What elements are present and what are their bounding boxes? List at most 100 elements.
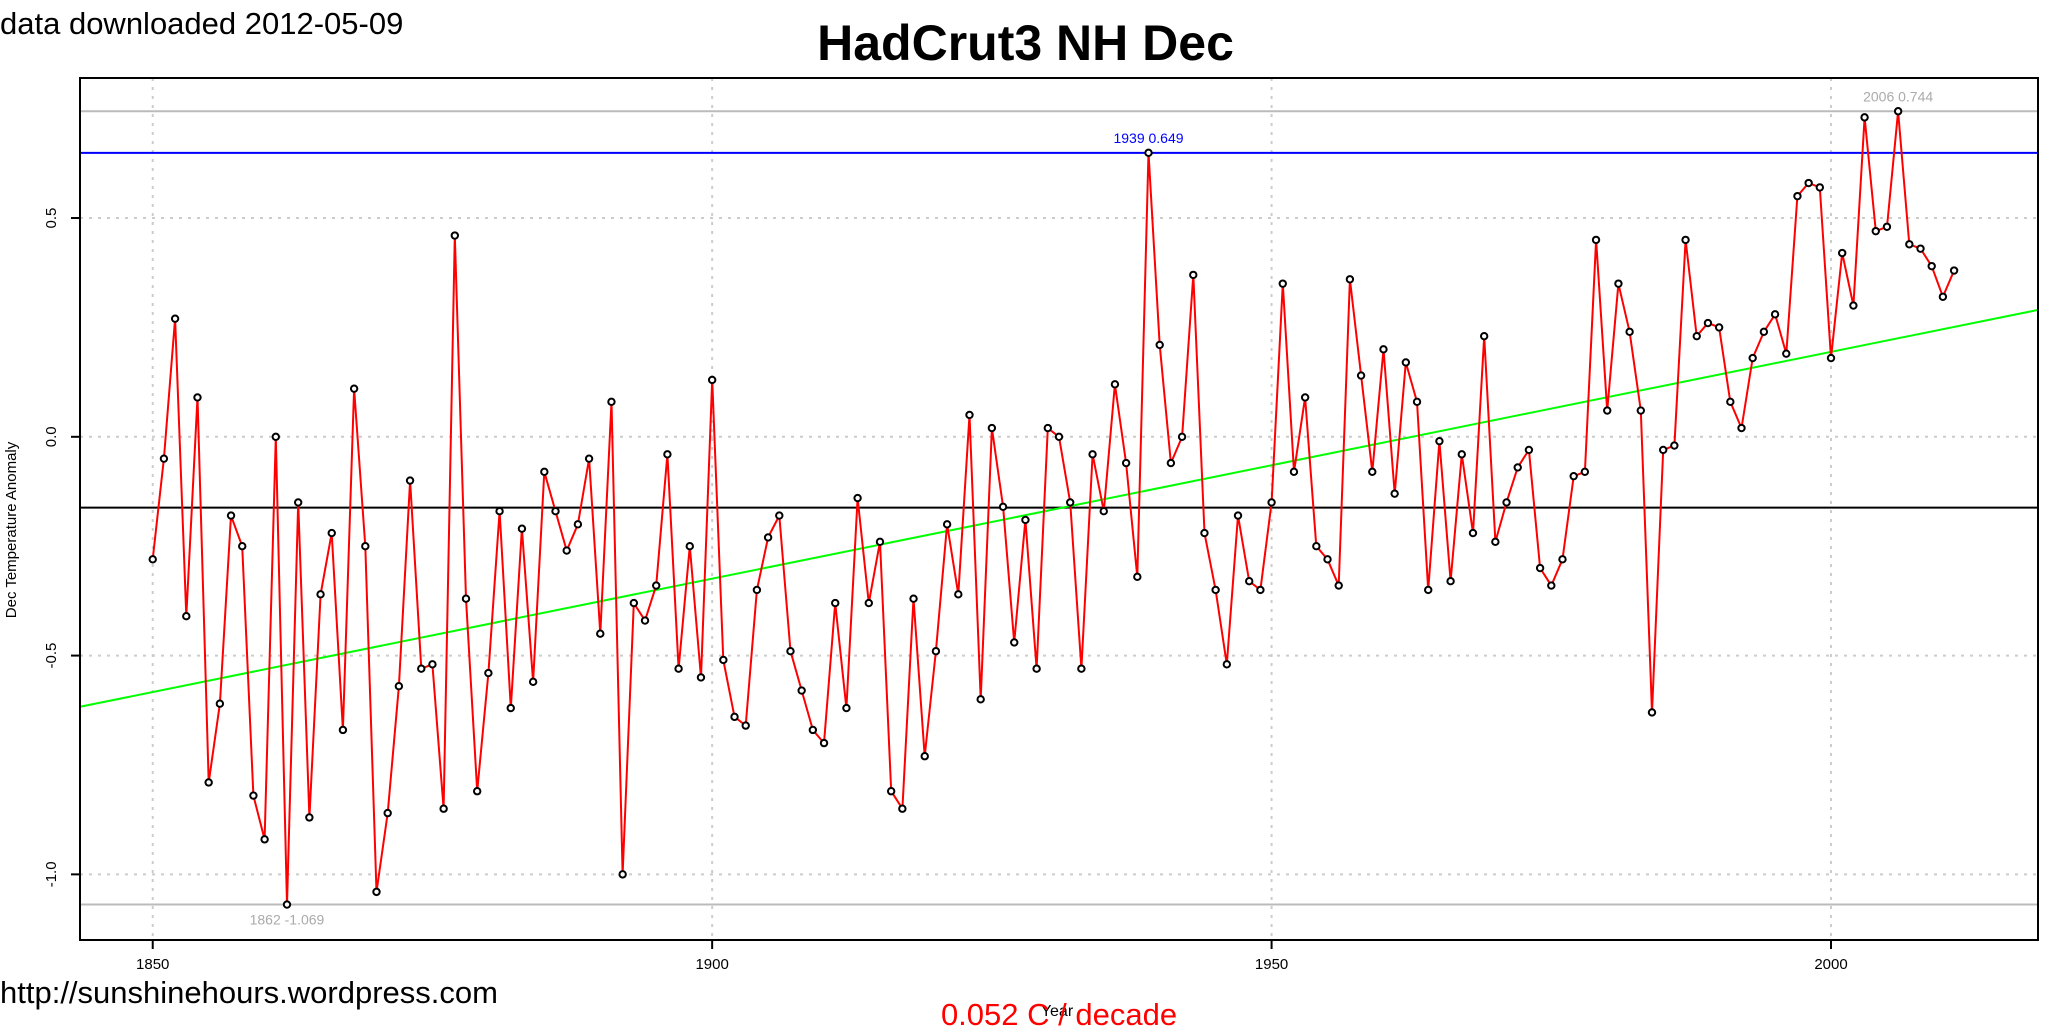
data-point (596, 629, 605, 638)
x-tick-label: 1950 (1255, 956, 1288, 973)
data-point (797, 686, 806, 695)
data-point (484, 668, 493, 678)
data-point (1681, 235, 1690, 245)
data-point (1424, 585, 1433, 595)
data-point (831, 598, 840, 608)
data-point (1401, 358, 1411, 367)
data-point (495, 506, 504, 516)
data-point (1133, 572, 1142, 582)
annotation-label: 1939 0.649 (1113, 130, 1183, 146)
data-point (1356, 371, 1366, 380)
data-point (1703, 318, 1713, 328)
plot-frame (79, 77, 2039, 941)
data-point (1547, 581, 1556, 590)
data-point (1826, 353, 1836, 363)
data-point (204, 778, 213, 787)
data-point (1580, 467, 1590, 477)
data-point (663, 450, 672, 459)
data-point (1278, 279, 1287, 288)
data-point (260, 835, 269, 844)
data-point (316, 590, 325, 599)
data-point (1782, 349, 1791, 358)
data-point (1144, 148, 1153, 158)
data-point (517, 524, 527, 533)
chart-title: HadCrut3 NH Dec (817, 15, 1234, 71)
data-point (1300, 393, 1310, 402)
y-axis-label: Dec Temperature Anomaly (3, 441, 20, 618)
data-point (293, 498, 303, 507)
data-point (1010, 638, 1019, 647)
data-point (1815, 183, 1825, 192)
data-point (1625, 327, 1634, 336)
data-point (249, 791, 258, 800)
data-point (1245, 576, 1254, 586)
data-point (1502, 498, 1511, 507)
data-point (226, 511, 236, 520)
data-point (1054, 432, 1064, 442)
data-point (853, 493, 862, 503)
data-point (562, 546, 571, 555)
y-tick-label: 0.0 (43, 426, 60, 447)
data-point (1479, 331, 1489, 341)
data-point (1435, 436, 1444, 446)
series-line (151, 111, 1956, 905)
data-point (148, 555, 157, 564)
data-point (1121, 458, 1131, 468)
data-point (159, 454, 169, 463)
x-axis-label: Year (1041, 1003, 1074, 1020)
annotations-layer: 2006 0.744 1939 0.649 1862 -1.069 (250, 88, 1934, 927)
data-point (540, 467, 549, 477)
data-point (1189, 270, 1198, 280)
data-point (719, 655, 728, 665)
data-point (629, 598, 639, 608)
data-point (842, 703, 851, 713)
data-point (1021, 515, 1030, 525)
y-tick-label: 0.5 (43, 208, 60, 229)
data-point (193, 393, 202, 402)
data-point (752, 585, 762, 595)
y-tick-label: -1.0 (43, 861, 60, 887)
data-point (1233, 511, 1243, 520)
data-point (618, 870, 627, 879)
data-point (1860, 113, 1869, 122)
data-point (1535, 563, 1545, 573)
data-point (1043, 423, 1053, 433)
data-point (1412, 397, 1422, 406)
data-point (1614, 279, 1623, 288)
data-point (1077, 664, 1086, 673)
data-point (1636, 406, 1646, 415)
data-point (394, 682, 404, 691)
data-point (1032, 664, 1041, 673)
data-point (450, 231, 460, 240)
series-layer (148, 107, 1959, 909)
annotation-label: 2006 0.744 (1863, 88, 1933, 104)
data-point (1368, 467, 1377, 477)
data-point (1647, 708, 1657, 717)
data-point (461, 594, 471, 603)
data-point (1938, 292, 1948, 301)
data-point (1737, 423, 1746, 433)
y-tick-label: -0.5 (43, 643, 60, 669)
data-point (1110, 380, 1120, 389)
footer-url[interactable]: http://sunshinehours.wordpress.com (0, 975, 498, 1010)
data-point (383, 808, 392, 818)
data-point (1379, 345, 1388, 354)
data-point (1882, 222, 1892, 231)
data-point (1838, 248, 1847, 258)
data-point (372, 887, 381, 897)
data-point (730, 712, 739, 722)
data-point (1748, 353, 1757, 363)
data-point (652, 581, 661, 590)
data-point (998, 502, 1008, 512)
data-point (1871, 226, 1880, 236)
data-point (1177, 432, 1187, 442)
data-point (551, 506, 560, 516)
data-point (1658, 445, 1668, 455)
data-point (1905, 240, 1914, 249)
data-point (607, 397, 616, 406)
data-point (954, 590, 963, 599)
data-point (942, 520, 952, 529)
data-point (1345, 275, 1355, 284)
data-point (898, 804, 907, 813)
